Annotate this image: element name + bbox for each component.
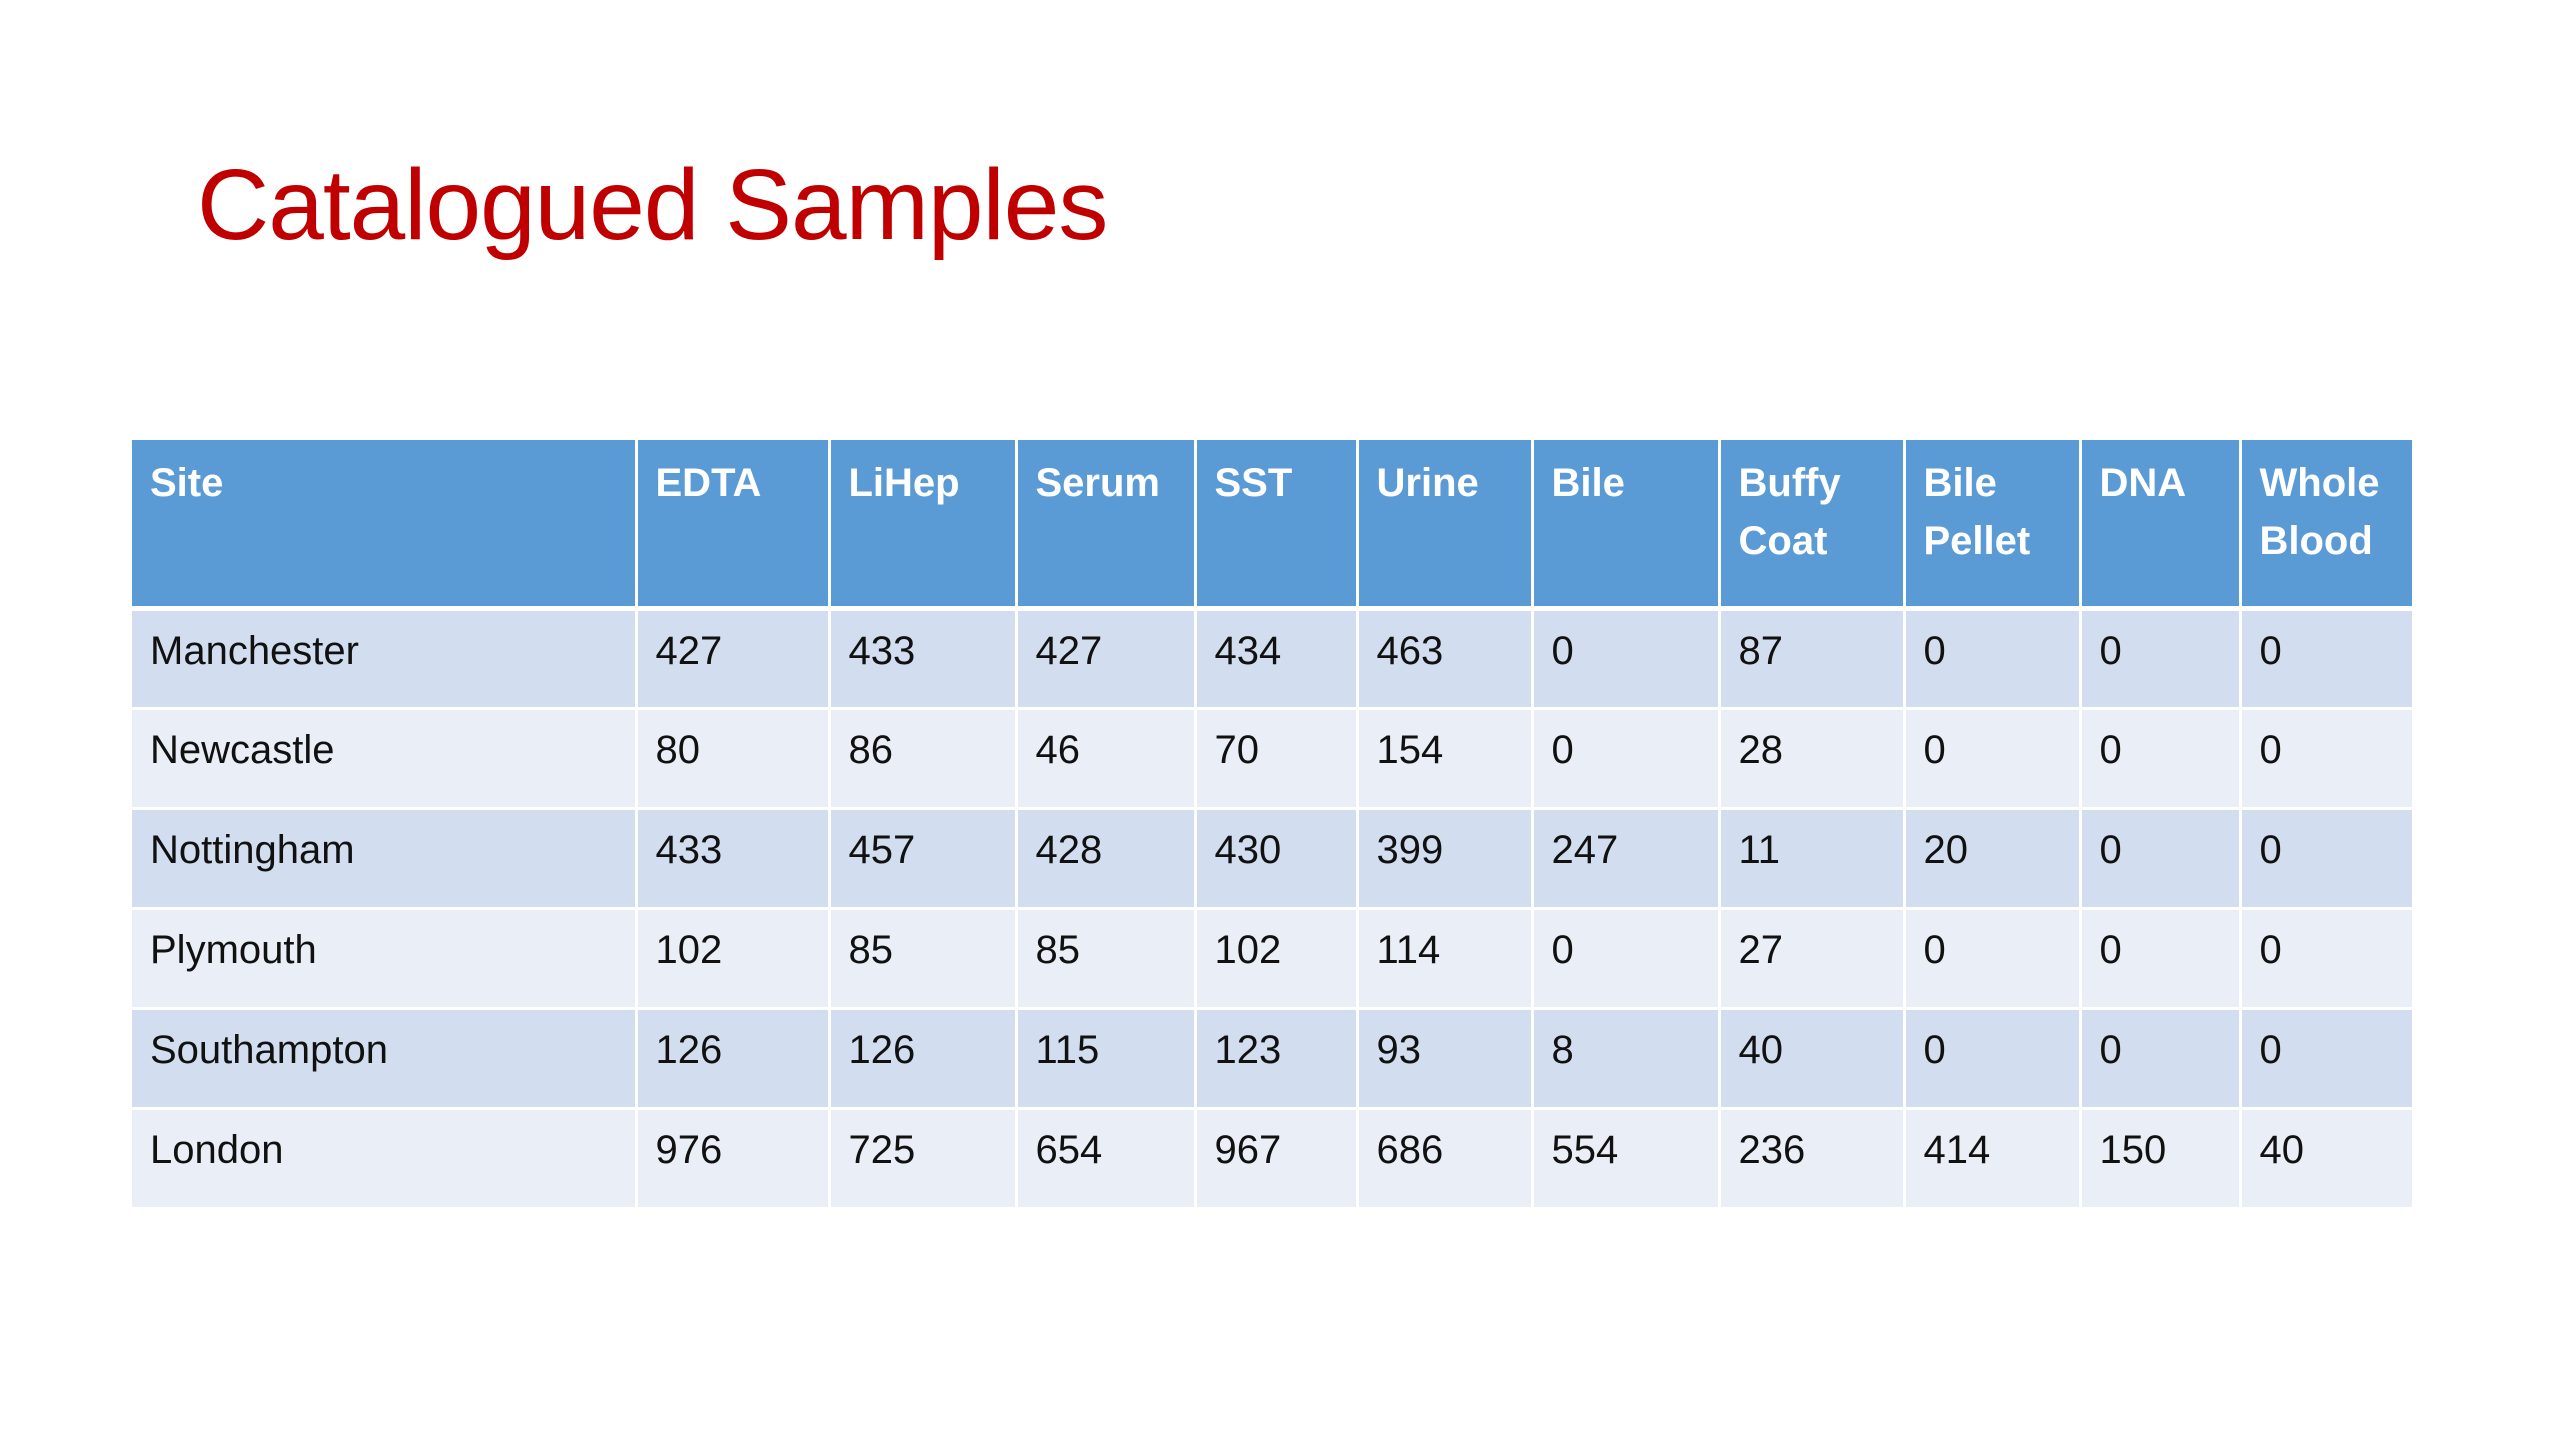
- slide-title: Catalogued Samples: [197, 149, 1108, 261]
- count-cell: 150: [2080, 1108, 2242, 1210]
- table-row: Nottingham 433 457 428 430 399 247 11 20 0 0: [132, 808, 2412, 910]
- count-cell: 85: [829, 908, 1018, 1010]
- table-row: Newcastle 80 86 46 70 154 0 28 0 0 0: [132, 708, 2412, 810]
- site-cell: Manchester: [132, 608, 638, 710]
- table-row: Manchester 427 433 427 434 463 0 87 0 0 0: [132, 608, 2412, 710]
- site-cell: London: [132, 1108, 638, 1210]
- count-cell: 427: [636, 608, 831, 710]
- count-cell: 0: [2080, 908, 2242, 1010]
- count-cell: 428: [1016, 808, 1197, 910]
- column-header: Serum: [1016, 440, 1197, 611]
- count-cell: 457: [829, 808, 1018, 910]
- site-cell: Newcastle: [132, 708, 638, 810]
- count-cell: 126: [829, 1008, 1018, 1110]
- count-cell: 0: [2080, 808, 2242, 910]
- count-cell: 123: [1195, 1008, 1359, 1110]
- count-cell: 0: [1904, 608, 2082, 710]
- count-cell: 0: [2240, 908, 2412, 1010]
- column-header: Bile: [1532, 440, 1721, 611]
- count-cell: 976: [636, 1108, 831, 1210]
- count-cell: 0: [1532, 708, 1721, 810]
- count-cell: 40: [1719, 1008, 1906, 1110]
- count-cell: 27: [1719, 908, 1906, 1010]
- site-cell: Southampton: [132, 1008, 638, 1110]
- count-cell: 0: [2080, 708, 2242, 810]
- column-header: EDTA: [636, 440, 831, 611]
- table-header-row: Site EDTA LiHep Serum SST Urine Bile Buffy Coat…: [132, 440, 2412, 611]
- count-cell: 126: [636, 1008, 831, 1110]
- site-cell: Nottingham: [132, 808, 638, 910]
- count-cell: 554: [1532, 1108, 1721, 1210]
- count-cell: 967: [1195, 1108, 1359, 1210]
- count-cell: 46: [1016, 708, 1197, 810]
- count-cell: 8: [1532, 1008, 1721, 1110]
- column-header: LiHep: [829, 440, 1018, 611]
- table-row: Plymouth 102 85 85 102 114 0 27 0 0 0: [132, 908, 2412, 1010]
- count-cell: 0: [2080, 1008, 2242, 1110]
- count-cell: 102: [1195, 908, 1359, 1010]
- count-cell: 11: [1719, 808, 1906, 910]
- count-cell: 0: [2240, 708, 2412, 810]
- column-header: DNA: [2080, 440, 2242, 611]
- count-cell: 154: [1357, 708, 1534, 810]
- samples-table: Site EDTA LiHep Serum SST Urine Bile Buffy Coat…: [132, 440, 2412, 1210]
- count-cell: 654: [1016, 1108, 1197, 1210]
- count-cell: 0: [2240, 808, 2412, 910]
- count-cell: 434: [1195, 608, 1359, 710]
- count-cell: 40: [2240, 1108, 2412, 1210]
- count-cell: 115: [1016, 1008, 1197, 1110]
- count-cell: 686: [1357, 1108, 1534, 1210]
- column-header: Bile Pellet: [1904, 440, 2082, 611]
- table-row: London 976 725 654 967 686 554 236 414 150 40: [132, 1108, 2412, 1210]
- count-cell: 114: [1357, 908, 1534, 1010]
- count-cell: 85: [1016, 908, 1197, 1010]
- count-cell: 725: [829, 1108, 1018, 1210]
- table-row: Southampton 126 126 115 123 93 8 40 0 0 0: [132, 1008, 2412, 1110]
- count-cell: 0: [1904, 708, 2082, 810]
- count-cell: 28: [1719, 708, 1906, 810]
- count-cell: 433: [829, 608, 1018, 710]
- count-cell: 247: [1532, 808, 1721, 910]
- count-cell: 236: [1719, 1108, 1906, 1210]
- count-cell: 433: [636, 808, 831, 910]
- count-cell: 0: [2080, 608, 2242, 710]
- count-cell: 0: [1904, 908, 2082, 1010]
- count-cell: 20: [1904, 808, 2082, 910]
- table-body: Manchester 427 433 427 434 463 0 87 0 0 0 Newcastle…: [132, 608, 2412, 1210]
- column-header: Whole Blood: [2240, 440, 2412, 611]
- count-cell: 70: [1195, 708, 1359, 810]
- column-header: Urine: [1357, 440, 1534, 611]
- count-cell: 86: [829, 708, 1018, 810]
- count-cell: 399: [1357, 808, 1534, 910]
- count-cell: 0: [1532, 608, 1721, 710]
- count-cell: 0: [2240, 608, 2412, 710]
- count-cell: 427: [1016, 608, 1197, 710]
- count-cell: 463: [1357, 608, 1534, 710]
- count-cell: 430: [1195, 808, 1359, 910]
- count-cell: 93: [1357, 1008, 1534, 1110]
- count-cell: 0: [2240, 1008, 2412, 1110]
- count-cell: 80: [636, 708, 831, 810]
- site-cell: Plymouth: [132, 908, 638, 1010]
- count-cell: 0: [1532, 908, 1721, 1010]
- count-cell: 0: [1904, 1008, 2082, 1110]
- count-cell: 414: [1904, 1108, 2082, 1210]
- count-cell: 87: [1719, 608, 1906, 710]
- column-header: Buffy Coat: [1719, 440, 1906, 611]
- count-cell: 102: [636, 908, 831, 1010]
- column-header: SST: [1195, 440, 1359, 611]
- column-header: Site: [132, 440, 638, 611]
